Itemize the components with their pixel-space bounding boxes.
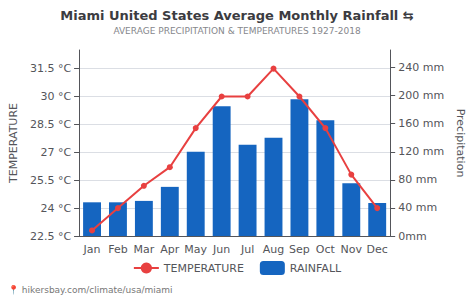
svg-text:80 mm: 80 mm [398, 173, 437, 186]
svg-text:160 mm: 160 mm [398, 117, 444, 130]
svg-text:AVERAGE PRECIPITATION & TEMPER: AVERAGE PRECIPITATION & TEMPERATURES 192… [113, 26, 361, 36]
svg-text:Nov: Nov [341, 243, 363, 256]
svg-text:Apr: Apr [160, 243, 180, 256]
svg-text:Jul: Jul [240, 243, 254, 256]
svg-text:Dec: Dec [367, 243, 388, 256]
svg-text:Miami United States Average Mo: Miami United States Average Monthly Rain… [60, 8, 414, 23]
svg-text:Jun: Jun [212, 243, 230, 256]
svg-text:TEMPERATURE: TEMPERATURE [7, 103, 20, 184]
svg-text:TEMPERATURE: TEMPERATURE [163, 262, 244, 275]
svg-text:24 °C: 24 °C [40, 202, 71, 215]
svg-text:30 °C: 30 °C [40, 90, 71, 103]
svg-text:240 mm: 240 mm [398, 61, 444, 74]
svg-text:22.5 °C: 22.5 °C [30, 230, 71, 243]
svg-text:Sep: Sep [289, 243, 310, 256]
svg-text:RAINFALL: RAINFALL [290, 262, 342, 275]
svg-text:40 mm: 40 mm [398, 201, 437, 214]
svg-text:200 mm: 200 mm [398, 89, 444, 102]
svg-text:Feb: Feb [108, 243, 127, 256]
svg-text:31.5 °C: 31.5 °C [30, 62, 71, 75]
svg-text:May: May [184, 243, 207, 256]
svg-text:Jan: Jan [83, 243, 101, 256]
svg-text:0mm: 0mm [398, 230, 426, 243]
svg-text:25.5 °C: 25.5 °C [30, 174, 71, 187]
svg-text:Oct: Oct [316, 243, 336, 256]
svg-text:Precipitation: Precipitation [454, 109, 467, 178]
svg-text:📍 hikersbay.com/climate/usa/m: 📍 hikersbay.com/climate/usa/miami [8, 284, 173, 295]
svg-text:27 °C: 27 °C [40, 146, 71, 159]
svg-text:28.5 °C: 28.5 °C [30, 118, 71, 131]
svg-text:120 mm: 120 mm [398, 145, 444, 158]
svg-text:Aug: Aug [263, 243, 284, 256]
svg-text:Mar: Mar [134, 243, 155, 256]
